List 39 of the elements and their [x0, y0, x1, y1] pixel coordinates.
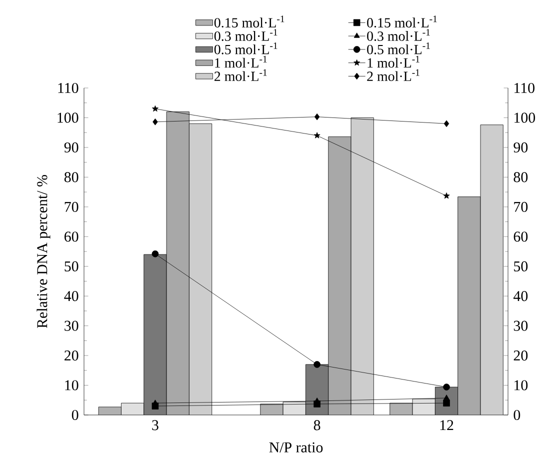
y-tick-label: 110	[58, 82, 78, 94]
y-tick-label: 100	[58, 112, 78, 123]
x-axis-title: N/P ratio	[269, 442, 323, 452]
legend-label: 0.5 mol·L$^{-1}$	[367, 42, 430, 54]
y2-tick-label: 0	[514, 410, 520, 420]
y-tick-label: 80	[64, 172, 78, 182]
y-tick-label: 40	[64, 291, 78, 302]
x-tick-label: 12	[440, 420, 454, 430]
y2-tick-label: 50	[514, 261, 528, 272]
y2-tick-label: 80	[514, 172, 528, 182]
y2-tick-label: 30	[514, 320, 528, 331]
y2-tick-label: 100	[514, 112, 536, 123]
legend-label: 2 mol·L$^{-1}$	[214, 69, 267, 82]
y2-tick-label: 10	[514, 380, 528, 390]
y-tick-label: 50	[64, 261, 78, 272]
y-axis-title: Relative DNA percent/ %	[36, 175, 50, 328]
y2-tick-label: 90	[514, 142, 528, 152]
y2-tick-label: 110	[514, 82, 534, 94]
y2-tick-label: 20	[514, 350, 528, 361]
x-tick-label: 3	[152, 420, 158, 430]
y-tick-label: 10	[65, 380, 78, 390]
y2-tick-label: 70	[514, 202, 528, 212]
y-tick-label: 30	[64, 320, 78, 331]
y2-tick-label: 60	[514, 232, 528, 242]
y-tick-label: 90	[64, 142, 78, 152]
legend-label: 1 mol·L$^{-1}$	[215, 56, 267, 68]
legend-label: 0.3 mol·L$^{-1}$	[367, 29, 430, 41]
legend-label: 0.15 mol·L$^{-1}$	[367, 16, 437, 28]
legend-label: 1 mol·L$^{-1}$	[368, 56, 420, 68]
legend-label: 0.3 mol·L$^{-1}$	[214, 29, 278, 41]
legend-label: 2 mol·L$^{-1}$	[367, 69, 420, 82]
legend-label: 0.5 mol·L$^{-1}$	[214, 42, 278, 54]
y-tick-label: 20	[64, 350, 78, 361]
y2-tick-label: 40	[513, 291, 528, 302]
x-tick-label: 8	[314, 420, 320, 430]
y-tick-label: 70	[64, 202, 78, 212]
y-tick-label: 60	[64, 232, 78, 242]
y-tick-label: 0	[72, 410, 78, 420]
legend-label: 0.15 mol·L$^{-1}$	[214, 16, 284, 28]
